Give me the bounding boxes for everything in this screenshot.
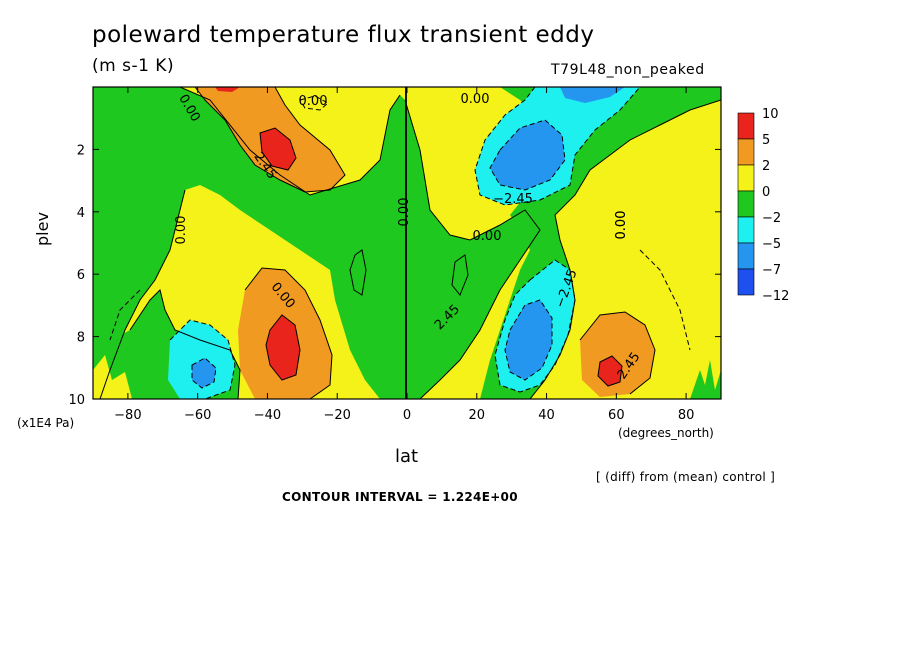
colorbar-label: 2 (762, 159, 770, 174)
y-axis-unit: (x1E4 Pa) (17, 416, 75, 430)
colorbar-label: 10 (762, 107, 779, 122)
colorbar-label: 0 (762, 185, 770, 200)
contour-line-negative (489, 119, 566, 191)
x-tick-label: −60 (184, 408, 211, 423)
contour-line-negative (299, 95, 329, 111)
contour-label: −2.45 (493, 192, 533, 207)
y-tick-label: 8 (77, 331, 85, 346)
band-5-10-lower (266, 315, 300, 380)
contour-label: 0.00 (461, 92, 490, 107)
contour-label: 0.00 (299, 94, 328, 109)
contour-label: 0.00 (614, 211, 629, 240)
colorbar-label: −5 (762, 237, 781, 252)
x-axis: −80 −60 −40 −20 0 20 40 60 80 (114, 87, 694, 423)
band-neg7-neg5-top (560, 87, 625, 103)
contour-line (349, 249, 367, 296)
contour-line (179, 87, 401, 196)
x-tick-label: 20 (469, 408, 486, 423)
band-bottom-right-green (690, 360, 721, 399)
contour-line (404, 99, 541, 399)
colorbar-swatch (737, 190, 755, 218)
colorbar-label: −2 (762, 211, 781, 226)
colorbar-swatch (737, 138, 755, 166)
y-tick-label: 10 (68, 393, 85, 408)
y-tick-label: 4 (77, 206, 85, 221)
contour-line (265, 314, 301, 381)
colorbar-label: −7 (762, 263, 781, 278)
band-neg2-0-left (93, 87, 540, 399)
chart-units: (m s-1 K) (92, 56, 175, 76)
contour-line (597, 355, 623, 387)
colorbar-swatch (737, 242, 755, 270)
contour-line (451, 254, 469, 296)
y-tick-label: 6 (77, 268, 85, 283)
contour-label: 0.00 (473, 229, 502, 244)
x-tick-label: 80 (678, 408, 695, 423)
colorbar-swatch (737, 164, 755, 192)
x-tick-label: −40 (254, 408, 281, 423)
contour-interval: CONTOUR INTERVAL = 1.224E+00 (282, 490, 518, 504)
band-neg7-neg5-sh (192, 358, 216, 388)
band-bottom-left-yellow (93, 355, 132, 399)
colorbar: 10 5 2 0 −2 −5 −7 −12 (737, 107, 789, 304)
contour-line-negative (639, 249, 691, 351)
contour-line (194, 87, 346, 193)
contour-label: 0.00 (174, 216, 189, 245)
colorbar-label: −12 (762, 289, 789, 304)
x-tick-label: −20 (324, 408, 351, 423)
chart-title: poleward temperature flux transient eddy (92, 22, 595, 48)
x-axis-label: lat (395, 446, 419, 467)
y-axis-label: plev (33, 212, 52, 246)
contour-line-negative (169, 319, 236, 399)
contour-line (244, 267, 333, 399)
colorbar-swatch (737, 216, 755, 244)
run-name: T79L48_non_peaked (551, 62, 705, 78)
contour-line-negative (504, 299, 553, 381)
x-tick-label: −80 (114, 408, 141, 423)
contour-fill (93, 87, 721, 399)
contour-line-negative (474, 87, 641, 206)
colorbar-swatch (737, 112, 755, 140)
contour-line (259, 127, 297, 171)
x-axis-unit: (degrees_north) (618, 426, 714, 440)
contour-label: 0.00 (397, 198, 412, 227)
x-tick-label: 0 (403, 408, 411, 423)
contour-line-negative (109, 289, 141, 341)
contour-label: 0.00 (614, 211, 629, 240)
band-5-10-nh (598, 356, 622, 386)
contour-line (99, 189, 186, 399)
band-neg7-neg5-upper (490, 120, 565, 190)
y-axis: 2 4 6 8 10 (68, 143, 721, 408)
y-tick-label: 2 (77, 143, 85, 158)
band-5-10-upper (260, 128, 296, 170)
contour-lines-negative (109, 87, 691, 399)
band-neg7-neg5-lower (505, 300, 552, 380)
contour-line-negative (494, 259, 576, 393)
contour-line (129, 289, 241, 399)
colorbar-label: 5 (762, 133, 770, 148)
diff-note: [ (diff) from (mean) control ] (596, 470, 776, 484)
x-tick-label: 40 (538, 408, 555, 423)
contour-line (579, 311, 656, 395)
band-5-10-top (215, 87, 240, 92)
x-tick-label: 60 (608, 408, 625, 423)
contour-line-negative (191, 357, 217, 389)
colorbar-swatch (737, 268, 755, 296)
